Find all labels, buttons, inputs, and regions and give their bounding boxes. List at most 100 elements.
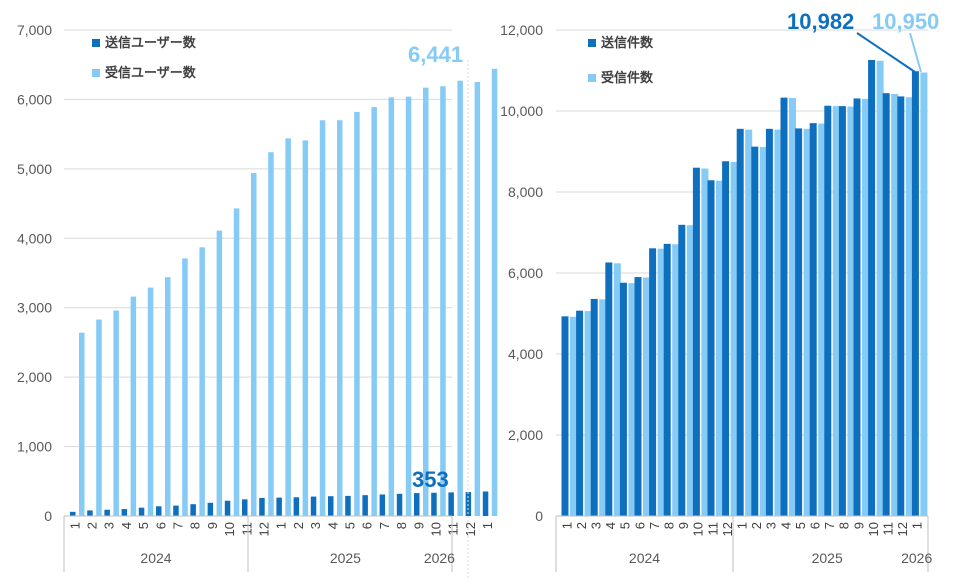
bar-recv <box>96 319 102 516</box>
x-month-label: 9 <box>676 522 691 529</box>
bar-recv <box>745 129 753 516</box>
messages-recv-leader-line <box>909 32 922 73</box>
bar-recv <box>474 82 481 517</box>
y-tick-label: 6,000 <box>17 91 52 107</box>
bar-send <box>780 97 788 516</box>
x-month-label: 7 <box>170 522 185 529</box>
x-month-label: 10 <box>428 522 443 536</box>
y-tick-label: 4,000 <box>508 346 543 362</box>
y-tick-label: 7,000 <box>17 22 52 38</box>
x-month-label: 7 <box>822 522 837 529</box>
bar-send <box>882 93 890 517</box>
x-month-label: 4 <box>119 522 134 529</box>
bar-recv <box>268 152 274 517</box>
bar-send <box>751 146 759 516</box>
bar-recv <box>686 225 694 516</box>
x-month-label: 2 <box>749 522 764 529</box>
bar-send <box>362 495 368 516</box>
x-month-label: 6 <box>360 522 375 529</box>
bar-send <box>310 496 317 516</box>
bar-send <box>345 495 351 516</box>
bar-recv <box>371 107 377 517</box>
bar-send <box>259 497 265 516</box>
bar-recv <box>774 129 782 516</box>
bar-send <box>911 71 919 516</box>
bar-send <box>897 96 905 517</box>
bar-send <box>678 224 686 516</box>
x-month-label: 8 <box>661 522 676 529</box>
bar-send <box>853 98 861 516</box>
x-month-label: 3 <box>588 522 603 529</box>
messages-bars <box>561 59 928 517</box>
bar-recv <box>862 98 869 516</box>
x-month-label: 11 <box>880 522 895 536</box>
x-year-label: 2025 <box>330 550 361 566</box>
x-month-label: 7 <box>377 522 392 529</box>
bar-send <box>396 493 403 516</box>
bar-recv <box>847 106 855 517</box>
x-month-label: 1 <box>480 522 495 529</box>
messages-send-leader-line <box>856 32 916 73</box>
bar-send <box>224 500 231 516</box>
x-month-label: 3 <box>764 522 779 529</box>
bar-send <box>190 504 196 516</box>
bar-recv <box>657 248 665 516</box>
legend-label-send-count: 送信件数 <box>600 35 654 50</box>
x-month-label: 9 <box>205 522 220 529</box>
x-month-label: 7 <box>647 522 662 529</box>
bar-send <box>722 161 730 516</box>
bar-recv <box>388 97 395 517</box>
bar-send <box>838 106 846 516</box>
bar-recv <box>803 128 811 516</box>
bar-recv <box>147 287 154 516</box>
bar-send <box>707 180 715 516</box>
y-tick-label: 2,000 <box>508 427 543 443</box>
x-year-label: 2026 <box>424 550 455 566</box>
bar-send <box>576 310 584 516</box>
legend-label-recv-users: 受信ユーザー数 <box>105 65 197 80</box>
bar-send <box>765 128 773 516</box>
users-gridlines <box>64 29 452 448</box>
bar-recv <box>818 123 826 517</box>
y-tick-label: 0 <box>535 508 543 524</box>
y-tick-label: 5,000 <box>17 161 52 177</box>
legend-swatch-send-count <box>588 39 596 47</box>
x-month-label: 10 <box>691 522 706 536</box>
bar-send <box>242 499 248 516</box>
x-month-label: 2 <box>574 522 589 529</box>
bar-send <box>121 509 128 516</box>
x-month-label: 4 <box>778 522 793 529</box>
bar-recv <box>643 277 650 516</box>
y-tick-label: 8,000 <box>508 184 543 200</box>
x-month-label: 1 <box>67 522 82 529</box>
x-month-label: 12 <box>256 522 271 536</box>
bar-send <box>104 509 110 516</box>
bar-recv <box>354 111 360 516</box>
x-month-label: 2 <box>84 522 99 529</box>
bar-recv <box>130 296 137 516</box>
bar-recv <box>423 87 429 516</box>
x-month-label: 11 <box>239 522 254 536</box>
bar-send <box>795 128 803 517</box>
messages-y-axis-labels: 0 2,000 4,000 6,000 8,000 10,000 12,000 <box>500 22 543 524</box>
users-recv-last-label: 6,441 <box>408 42 463 67</box>
legend-swatch-recv-count <box>588 74 596 82</box>
bar-recv <box>199 247 205 516</box>
y-tick-label: 2,000 <box>17 369 52 385</box>
bar-send <box>173 505 179 516</box>
bar-recv <box>113 310 119 516</box>
bar-recv <box>491 68 498 516</box>
y-tick-label: 1,000 <box>17 439 52 455</box>
bar-send <box>824 105 832 517</box>
x-month-label: 2 <box>291 522 306 529</box>
messages-legend: 送信件数 受信件数 <box>588 35 654 85</box>
x-month-label: 8 <box>188 522 203 529</box>
bar-recv <box>405 96 412 516</box>
x-month-label: 1 <box>274 522 289 529</box>
bar-send <box>448 492 454 516</box>
x-month-label: 3 <box>308 522 323 529</box>
x-month-label: 5 <box>342 522 357 529</box>
